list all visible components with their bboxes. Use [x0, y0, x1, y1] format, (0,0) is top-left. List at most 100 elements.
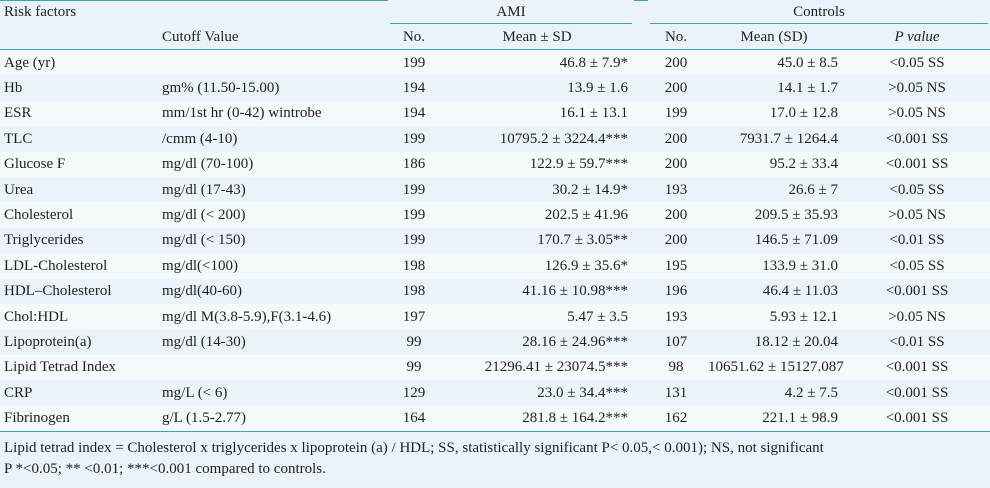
table-row: Triglycerides mg/dl (< 150) 199 170.7 ± 3.0… [0, 227, 990, 254]
cell-p-value: <0.05 SS [844, 253, 990, 279]
cell-ctrl-no: 199 [648, 100, 705, 127]
header-ami-mean: Mean ± SD [440, 24, 635, 50]
controls-group-rule [650, 23, 989, 24]
cell-ami-mean: 41.16 ± 10.98*** [440, 278, 635, 304]
cell-ami-mean: 30.2 ± 14.9* [440, 176, 635, 203]
cell-risk-factor: CRP [0, 380, 158, 406]
table-row: Fibrinogen g/L (1.5-2.77) 164 281.8 ± 164.2… [0, 405, 990, 431]
cell-ami-no: 194 [388, 100, 440, 127]
header-ctrl-mean: Mean (SD) [704, 24, 845, 50]
cell-ctrl-mean: 95.2 ± 33.4 [704, 151, 845, 177]
cell-ami-no: 186 [388, 151, 440, 177]
cell-ctrl-mean: 26.6 ± 7 [704, 176, 845, 203]
cell-ctrl-mean: 17.0 ± 12.8 [704, 100, 845, 127]
cell-ctrl-mean: 4.2 ± 7.5 [704, 380, 845, 406]
table-row: Urea mg/dl (17-43) 199 30.2 ± 14.9* 193 26.6 … [0, 176, 990, 203]
cell-risk-factor: Hb [0, 75, 158, 101]
cell-cutoff: mg/dl (14-30) [158, 329, 388, 355]
cell-ami-no: 129 [388, 380, 440, 406]
cell-ctrl-mean: 133.9 ± 31.0 [704, 253, 845, 279]
cell-ami-mean: 46.8 ± 7.9* [440, 49, 635, 76]
header-risk-factors: Risk factors [0, 0, 158, 24]
cell-ami-mean: 28.16 ± 24.96*** [440, 329, 635, 355]
cell-p-value: <0.001 SS [844, 126, 990, 152]
header-ctrl-no: No. [648, 24, 705, 50]
cell-spacer [634, 126, 649, 152]
cell-risk-factor: HDL–Cholesterol [0, 278, 158, 304]
table-body: Age (yr) 199 46.8 ± 7.9* 200 45.0 ± 8.5 <0.05… [0, 49, 990, 431]
header-p-value: P value [844, 24, 990, 50]
risk-factors-table: Risk factors AMI Controls Cutoff Value N… [0, 0, 990, 431]
cell-spacer [634, 176, 649, 203]
cell-p-value: <0.001 SS [844, 380, 990, 406]
cell-ctrl-mean: 10651.62 ± 15127.087 [704, 354, 845, 381]
cell-ami-mean: 10795.2 ± 3224.4*** [440, 126, 635, 152]
cell-spacer [634, 75, 649, 101]
footnote-line-1: Lipid tetrad index = Cholesterol x trigl… [4, 439, 824, 456]
cell-p-value: >0.05 NS [844, 100, 990, 127]
cell-ami-no: 199 [388, 202, 440, 228]
cell-cutoff: mg/dl (< 200) [158, 202, 388, 228]
cell-spacer [634, 278, 649, 304]
cell-ctrl-no: 196 [648, 278, 705, 304]
cell-ami-no: 197 [388, 303, 440, 330]
table-row: Lipoprotein(a) mg/dl (14-30) 99 28.16 ± 24.… [0, 329, 990, 355]
cell-cutoff: gm% (11.50-15.00) [158, 75, 388, 101]
cell-risk-factor: LDL-Cholesterol [0, 253, 158, 279]
cell-ctrl-no: 195 [648, 253, 705, 279]
cell-ctrl-mean: 46.4 ± 11.03 [704, 278, 845, 304]
cell-ctrl-mean: 7931.7 ± 1264.4 [704, 126, 845, 152]
cell-cutoff: g/L (1.5-2.77) [158, 405, 388, 431]
cell-p-value: >0.05 NS [844, 202, 990, 228]
cell-cutoff: mm/1st hr (0-42) wintrobe [158, 100, 388, 127]
cell-ctrl-mean: 14.1 ± 1.7 [704, 75, 845, 101]
cell-spacer [634, 380, 649, 406]
cell-cutoff: mg/dl (70-100) [158, 151, 388, 177]
cell-spacer [634, 354, 649, 381]
cell-p-value: <0.001 SS [844, 354, 990, 381]
cell-ctrl-no: 107 [648, 329, 705, 355]
table-row: Chol:HDL mg/dl M(3.8-5.9),F(3.1-4.6) 197 5.… [0, 303, 990, 330]
cell-ami-mean: 13.9 ± 1.6 [440, 75, 635, 101]
ami-group-rule [390, 23, 633, 24]
cell-ctrl-no: 162 [648, 405, 705, 431]
cell-ami-no: 199 [388, 227, 440, 254]
cell-risk-factor: Cholesterol [0, 202, 158, 228]
cell-p-value: <0.05 SS [844, 176, 990, 203]
header-ami-no: No. [388, 24, 440, 50]
table-row: ESR mm/1st hr (0-42) wintrobe 194 16.1 ± 13… [0, 100, 990, 127]
cell-cutoff [158, 354, 388, 381]
cell-ctrl-mean: 146.5 ± 71.09 [704, 227, 845, 254]
table-row: Age (yr) 199 46.8 ± 7.9* 200 45.0 ± 8.5 <0.05… [0, 49, 990, 76]
cell-ctrl-mean: 45.0 ± 8.5 [704, 49, 845, 76]
cell-ami-no: 198 [388, 278, 440, 304]
cell-risk-factor: Lipid Tetrad Index [0, 354, 158, 381]
cell-ami-no: 99 [388, 354, 440, 381]
cell-risk-factor: Glucose F [0, 151, 158, 177]
cell-p-value: <0.01 SS [844, 329, 990, 355]
cell-p-value: <0.05 SS [844, 49, 990, 76]
cell-ami-no: 199 [388, 176, 440, 203]
table-row: Hb gm% (11.50-15.00) 194 13.9 ± 1.6 200 14.1 … [0, 75, 990, 101]
header-controls-group: Controls [648, 0, 990, 24]
cell-risk-factor: ESR [0, 100, 158, 127]
header-controls: Controls [793, 4, 845, 20]
cell-p-value: >0.05 NS [844, 75, 990, 101]
cell-ami-no: 164 [388, 405, 440, 431]
cell-spacer [634, 100, 649, 127]
header-row-1: Risk factors AMI Controls [0, 0, 990, 24]
cell-ctrl-no: 200 [648, 202, 705, 228]
cell-ami-mean: 170.7 ± 3.05** [440, 227, 635, 254]
cell-cutoff: /cmm (4-10) [158, 126, 388, 152]
cell-ctrl-no: 200 [648, 151, 705, 177]
cell-cutoff: mg/dl M(3.8-5.9),F(3.1-4.6) [158, 303, 388, 330]
cell-ctrl-mean: 18.12 ± 20.04 [704, 329, 845, 355]
cell-p-value: <0.001 SS [844, 405, 990, 431]
cell-ctrl-mean: 5.93 ± 12.1 [704, 303, 845, 330]
cell-spacer [634, 227, 649, 254]
cell-spacer [634, 329, 649, 355]
table-row: CRP mg/L (< 6) 129 23.0 ± 34.4*** 131 4.2 ± 7… [0, 380, 990, 406]
cell-ami-no: 198 [388, 253, 440, 279]
cell-ctrl-no: 193 [648, 303, 705, 330]
cell-spacer [634, 151, 649, 177]
